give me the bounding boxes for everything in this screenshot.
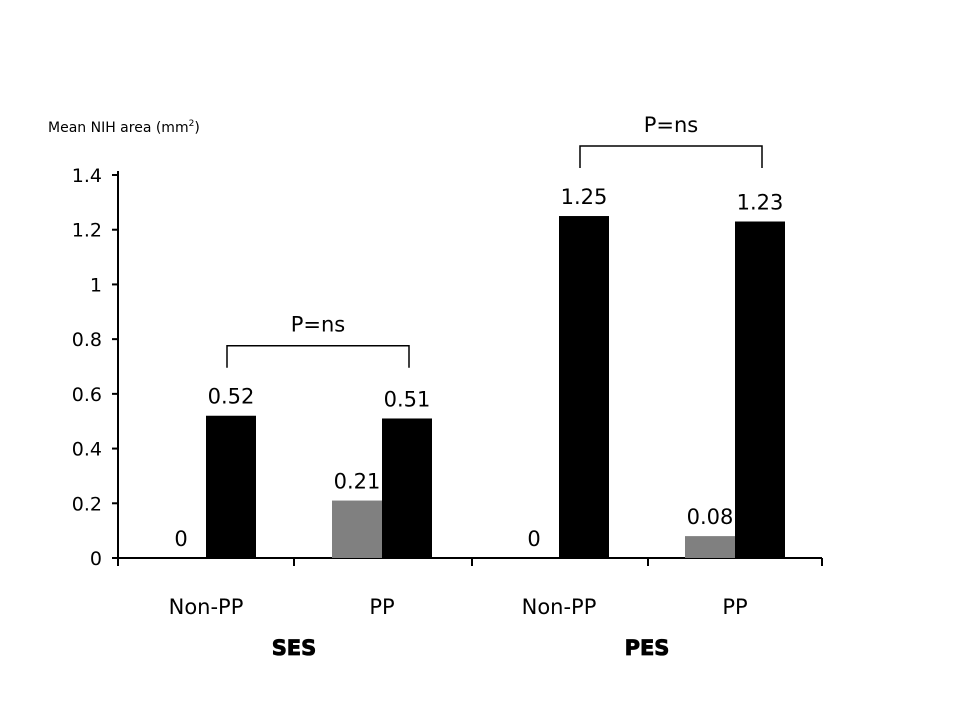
- y-tick-label: 0: [90, 548, 102, 570]
- bars: [206, 216, 785, 559]
- y-tick-label: 0.6: [72, 384, 102, 406]
- bar-black: [559, 216, 609, 559]
- data-label: 0.21: [334, 470, 381, 494]
- y-tick-label: 0.2: [72, 493, 102, 515]
- group-label: PES: [625, 636, 670, 660]
- category-label: PP: [369, 595, 394, 619]
- y-axis-label: Mean NIH area (mm2): [48, 119, 200, 136]
- category-label: PP: [722, 595, 747, 619]
- bar-black: [735, 221, 785, 558]
- data-label: 0.08: [687, 505, 734, 529]
- comparison-bracket: [226, 344, 410, 368]
- bar-black: [206, 415, 256, 558]
- p-value-label: P=ns: [644, 113, 699, 137]
- bar-black: [382, 418, 432, 558]
- y-tick-label: 1: [90, 274, 102, 296]
- y-tick-label: 0.4: [72, 439, 102, 461]
- comparison-bracket: [579, 145, 763, 169]
- category-label: Non-PP: [522, 595, 597, 619]
- data-label: 1.23: [737, 191, 784, 215]
- y-tick-label: 0.8: [72, 329, 102, 351]
- y-ticks: 0 0.2 0.4 0.6 0.8 1 1.2 1.4: [72, 165, 118, 570]
- y-tick-label: 1.2: [72, 220, 102, 242]
- y-tick-label: 1.4: [72, 165, 102, 187]
- bar-gray: [685, 536, 735, 558]
- group-label: SES: [272, 636, 317, 660]
- bar-gray: [332, 500, 382, 558]
- category-label: Non-PP: [169, 595, 244, 619]
- p-value-label: P=ns: [291, 313, 346, 337]
- data-label: 1.25: [561, 185, 608, 209]
- data-label: 0: [527, 527, 540, 551]
- labels: 0 0.52 Non-PP 0.21 0.51 PP SES P=ns 0 1.25 Non-PP 0…: [169, 113, 784, 660]
- data-label: 0.51: [384, 387, 431, 411]
- data-label: 0: [174, 527, 187, 551]
- data-label: 0.52: [208, 385, 255, 409]
